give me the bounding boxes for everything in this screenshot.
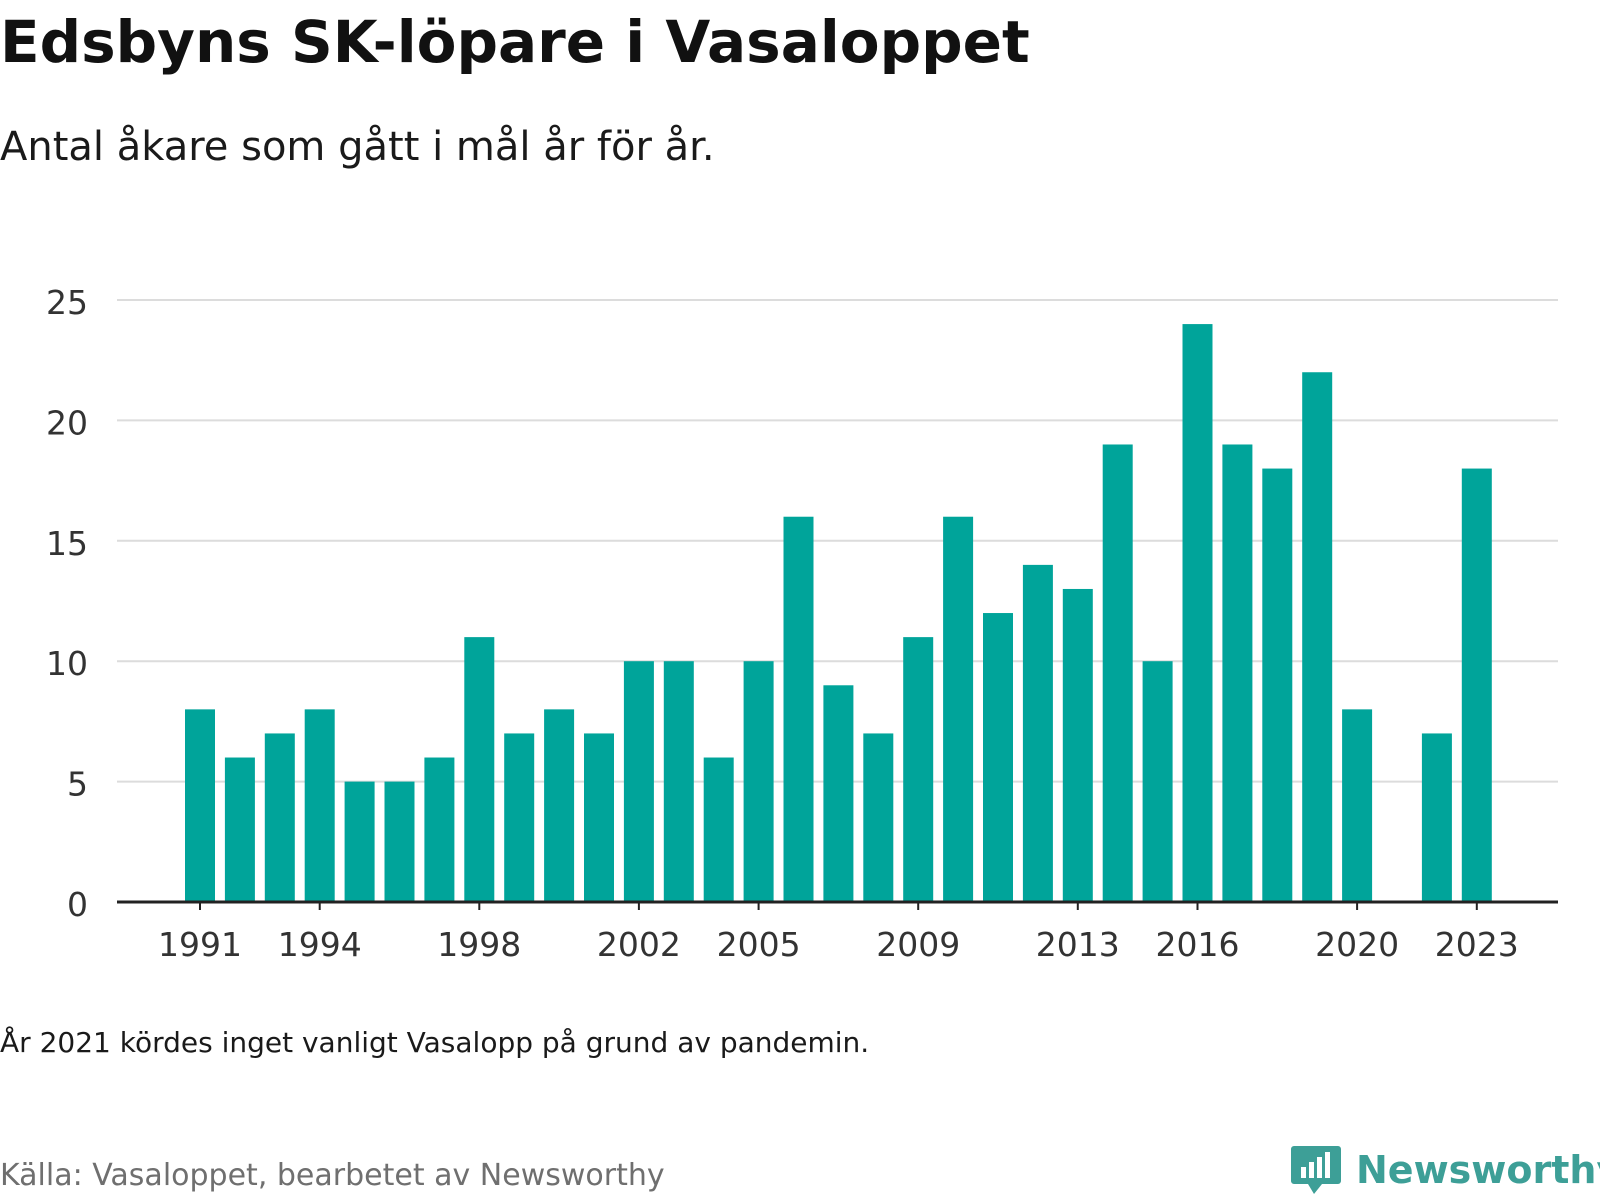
bar bbox=[703, 757, 734, 902]
bar bbox=[584, 733, 614, 902]
bar bbox=[544, 709, 575, 902]
bar bbox=[743, 661, 774, 902]
chart-subtitle: Antal åkare som gått i mål år för år. bbox=[0, 124, 715, 170]
y-tick-label: 5 bbox=[67, 765, 88, 804]
bar bbox=[943, 516, 974, 902]
x-tick-label: 2013 bbox=[1036, 925, 1120, 964]
y-tick-label: 20 bbox=[46, 403, 88, 442]
x-tick-label: 2016 bbox=[1156, 925, 1240, 964]
x-tick-label: 1991 bbox=[158, 925, 242, 964]
chart-title: Edsbyns SK-löpare i Vasaloppet bbox=[0, 8, 1030, 76]
y-tick-label: 0 bbox=[67, 885, 88, 924]
bar bbox=[224, 757, 255, 902]
y-tick-label: 25 bbox=[46, 283, 88, 322]
x-tick-label: 2023 bbox=[1435, 925, 1519, 964]
brand-logo: Newsworthy bbox=[1290, 1138, 1600, 1202]
bar bbox=[384, 781, 415, 902]
bar bbox=[823, 685, 854, 902]
bar bbox=[1142, 661, 1173, 902]
brand-name: Newsworthy bbox=[1356, 1148, 1600, 1192]
x-tick-label: 2020 bbox=[1315, 925, 1399, 964]
bar-chart: 0 5 10 15 20 25 1991 1994 1998 2002 2005 2009 2013 20… bbox=[46, 283, 1558, 964]
y-tick-label: 15 bbox=[46, 524, 88, 563]
x-tick-label: 1998 bbox=[437, 925, 521, 964]
bar bbox=[185, 709, 215, 902]
bar bbox=[1302, 372, 1333, 902]
bar bbox=[1262, 468, 1293, 902]
bar bbox=[264, 733, 295, 902]
source-credit: Källa: Vasaloppet, bearbetet av Newswort… bbox=[0, 1158, 665, 1193]
bar bbox=[464, 637, 495, 902]
bar bbox=[1062, 588, 1093, 902]
y-tick-label: 10 bbox=[46, 644, 88, 683]
x-tick-label: 2002 bbox=[597, 925, 681, 964]
bar bbox=[504, 733, 535, 902]
bar bbox=[1342, 709, 1373, 902]
x-tick-label: 1994 bbox=[278, 925, 362, 964]
bar bbox=[1182, 324, 1213, 903]
bar bbox=[304, 709, 335, 902]
x-tick-label: 2005 bbox=[717, 925, 801, 964]
bar bbox=[863, 733, 894, 902]
footnote: År 2021 kördes inget vanligt Vasalopp på… bbox=[0, 1026, 870, 1059]
bar bbox=[424, 757, 455, 902]
bar bbox=[783, 516, 814, 902]
bar bbox=[663, 661, 694, 902]
bar bbox=[903, 637, 934, 902]
bar bbox=[1421, 733, 1452, 902]
bar bbox=[623, 661, 654, 902]
bar bbox=[1222, 444, 1253, 902]
bar bbox=[344, 781, 375, 902]
bar bbox=[1022, 564, 1053, 902]
newsworthy-logo-icon bbox=[1291, 1146, 1341, 1194]
bar bbox=[1102, 444, 1133, 902]
bar bbox=[983, 613, 1013, 902]
bar bbox=[1461, 468, 1492, 902]
x-tick-label: 2009 bbox=[876, 925, 960, 964]
